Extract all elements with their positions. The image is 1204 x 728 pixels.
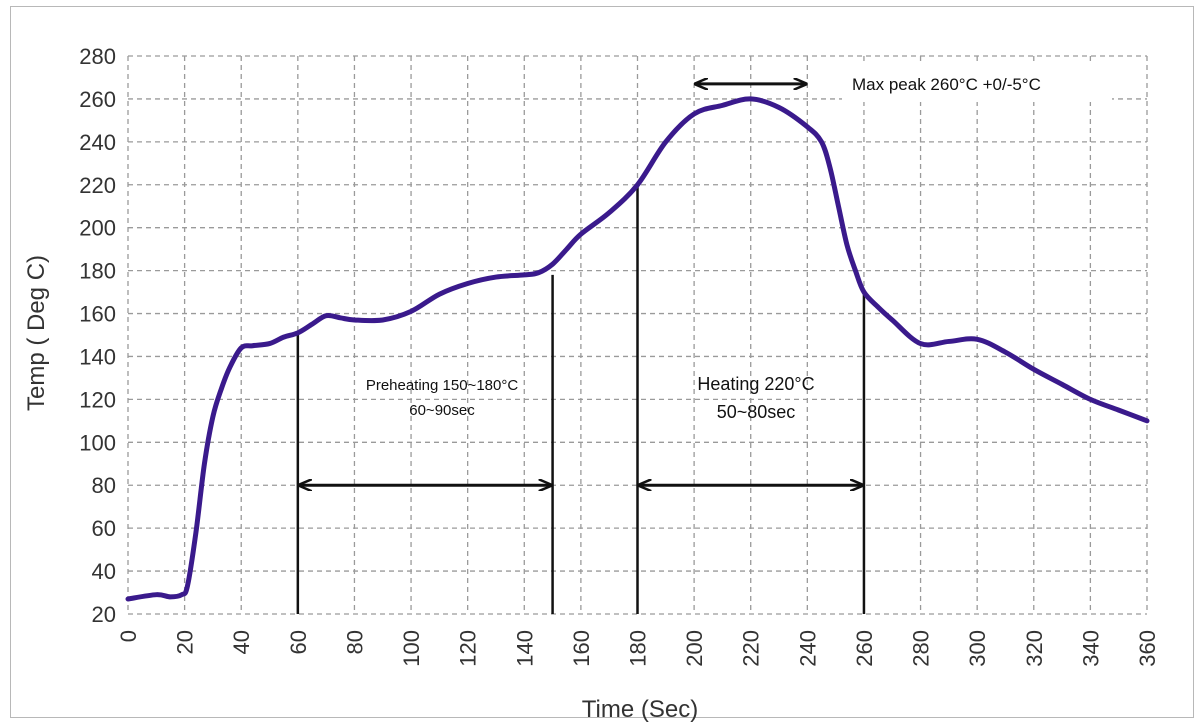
zone-arrows xyxy=(300,84,862,485)
x-tick-label: 320 xyxy=(1022,630,1047,667)
x-tick-label: 120 xyxy=(456,630,481,667)
y-tick-label: 60 xyxy=(92,516,116,541)
x-tick-label: 40 xyxy=(229,630,254,654)
y-tick-label: 220 xyxy=(79,173,116,198)
y-tick-label: 80 xyxy=(92,473,116,498)
heating-label-line2: 50~80sec xyxy=(717,402,796,422)
y-tick-label: 140 xyxy=(79,344,116,369)
y-tick-label: 120 xyxy=(79,387,116,412)
x-tick-label: 100 xyxy=(399,630,424,667)
x-tick-label: 300 xyxy=(965,630,990,667)
preheat-label-line1: Preheating 150~180°C xyxy=(366,377,519,394)
temperature-curve xyxy=(125,96,1150,602)
temperature-curve-group xyxy=(125,96,1150,602)
x-tick-label: 340 xyxy=(1078,630,1103,667)
x-tick-label: 60 xyxy=(286,630,311,654)
y-tick-label: 40 xyxy=(92,559,116,584)
x-tick-label: 160 xyxy=(569,630,594,667)
chart-frame xyxy=(10,6,1194,718)
y-tick-label: 180 xyxy=(79,259,116,284)
y-tick-label: 260 xyxy=(79,87,116,112)
y-tick-label: 160 xyxy=(79,302,116,327)
y-tick-labels: 20 40 60 80 100 120 140 160 180 200 220 240 260 280 xyxy=(79,44,116,627)
x-tick-label: 220 xyxy=(739,630,764,667)
y-tick-label: 200 xyxy=(79,216,116,241)
zone-boundary-lines xyxy=(296,184,866,614)
x-tick-label: 80 xyxy=(342,630,367,654)
x-tick-label: 20 xyxy=(173,630,198,654)
preheat-label-line2: 60~90sec xyxy=(409,402,475,419)
x-tick-labels: 0 20 40 60 80 100 120 140 160 180 200 220 240 260 280 3… xyxy=(116,630,1160,667)
x-tick-label: 280 xyxy=(909,630,934,667)
y-tick-label: 20 xyxy=(92,602,116,627)
y-tick-label: 280 xyxy=(79,44,116,69)
heating-label-line1: Heating 220°C xyxy=(697,374,814,394)
x-axis-title: Time (Sec) xyxy=(582,696,698,723)
peak-label: Max peak 260°C +0/-5°C xyxy=(852,75,1041,94)
y-tick-label: 100 xyxy=(79,430,116,455)
x-tick-label: 180 xyxy=(626,630,651,667)
x-tick-label: 260 xyxy=(852,630,877,667)
x-tick-label: 0 xyxy=(116,630,141,642)
x-tick-label: 200 xyxy=(682,630,707,667)
peak-label-background xyxy=(842,64,1112,102)
y-tick-label: 240 xyxy=(79,130,116,155)
x-tick-label: 240 xyxy=(795,630,820,667)
y-axis-title: Temp ( Deg C) xyxy=(23,255,50,411)
x-tick-label: 360 xyxy=(1135,630,1160,667)
x-tick-label: 140 xyxy=(512,630,537,667)
annotations: Preheating 150~180°C 60~90sec Heating 22… xyxy=(366,374,815,422)
